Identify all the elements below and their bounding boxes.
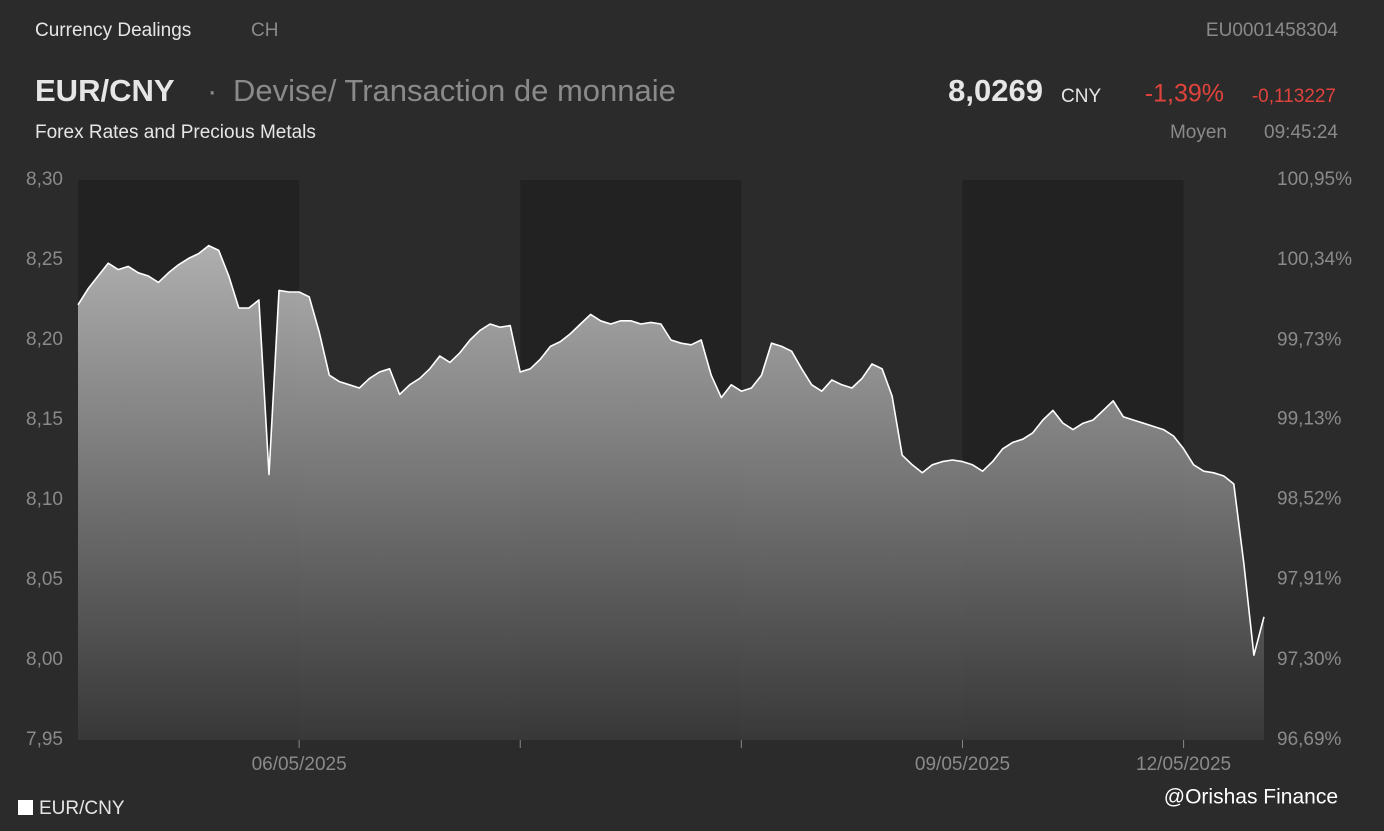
price: 8,0269	[948, 73, 1043, 108]
y-tick-label: 8,30	[26, 169, 63, 190]
section: Currency Dealings	[35, 20, 191, 41]
x-tick-label: 06/05/2025	[252, 754, 347, 775]
watermark: @Orishas Finance	[1164, 786, 1338, 809]
line	[77, 244, 1265, 656]
legend-swatch	[18, 800, 33, 815]
y2-tick-label: 99,73%	[1277, 329, 1342, 350]
legend-label: EUR/CNY	[39, 798, 125, 819]
description: Devise/ Transaction de monnaie	[233, 73, 676, 108]
y2-tick-label: 96,69%	[1277, 729, 1342, 750]
change-percent: -1,39%	[1145, 80, 1224, 108]
y-tick-label: 7,95	[26, 729, 63, 750]
currency: CNY	[1061, 86, 1101, 107]
subtitle: Forex Rates and Precious Metals	[35, 122, 316, 143]
area	[78, 245, 1264, 740]
time: 09:45:24	[1264, 122, 1338, 143]
region: CH	[251, 20, 278, 41]
x-tick-label: 12/05/2025	[1136, 754, 1231, 775]
y-tick-label: 8,10	[26, 489, 63, 510]
y2-tick-label: 100,34%	[1277, 249, 1352, 270]
y2-tick-label: 99,13%	[1277, 408, 1342, 429]
pair: EUR/CNY	[35, 73, 175, 108]
x-tick-label: 09/05/2025	[915, 754, 1010, 775]
isin: EU0001458304	[1206, 20, 1338, 41]
y2-tick-label: 97,91%	[1277, 569, 1342, 590]
y-tick-label: 8,25	[26, 249, 63, 270]
y-tick-label: 8,15	[26, 409, 63, 430]
y2-tick-label: 97,30%	[1277, 649, 1342, 670]
change: -0,113227	[1252, 86, 1336, 107]
price-type: Moyen	[1170, 122, 1227, 143]
y2-tick-label: 98,52%	[1277, 488, 1342, 509]
separator: ·	[207, 73, 217, 108]
y-tick-label: 8,05	[26, 569, 63, 590]
y2-tick-label: 100,95%	[1277, 169, 1352, 190]
y-tick-label: 8,20	[26, 329, 63, 350]
y-tick-label: 8,00	[26, 649, 63, 670]
